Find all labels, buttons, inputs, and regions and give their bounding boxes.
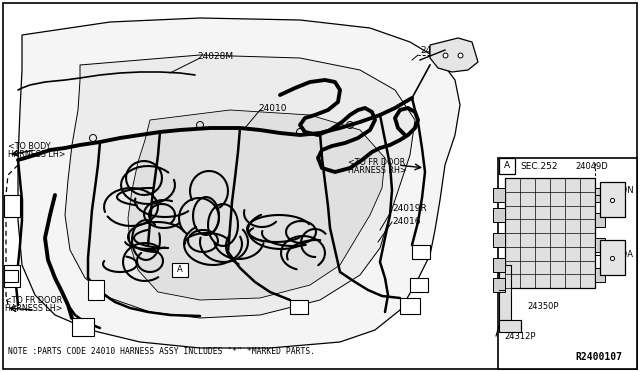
Polygon shape xyxy=(128,110,385,300)
Text: 24010: 24010 xyxy=(258,104,287,113)
Bar xyxy=(4,270,18,282)
Text: <TO FR DOOR: <TO FR DOOR xyxy=(5,296,62,305)
Bar xyxy=(595,268,605,282)
Text: 24019R: 24019R xyxy=(392,204,427,213)
Bar xyxy=(600,182,625,217)
Bar xyxy=(499,265,511,320)
Text: <TO BODY: <TO BODY xyxy=(8,142,51,151)
Bar xyxy=(493,188,505,202)
Bar xyxy=(493,278,505,292)
Bar xyxy=(4,265,20,287)
Text: 24049A: 24049A xyxy=(601,250,633,259)
Text: <TO FR DOOR: <TO FR DOOR xyxy=(348,158,405,167)
Bar xyxy=(595,188,605,202)
Text: 25419N: 25419N xyxy=(601,186,634,195)
Text: SEC.252: SEC.252 xyxy=(520,162,557,171)
Text: 24350P: 24350P xyxy=(527,302,559,311)
Bar xyxy=(505,178,595,288)
Bar xyxy=(72,318,94,336)
Bar xyxy=(412,245,430,259)
Text: NOTE :PARTS CODE 24010 HARNESS ASSY INCLUDES "*" *MARKED PARTS.: NOTE :PARTS CODE 24010 HARNESS ASSY INCL… xyxy=(8,347,315,356)
Polygon shape xyxy=(18,18,460,348)
Bar xyxy=(499,158,515,174)
Bar xyxy=(595,213,605,227)
Bar xyxy=(4,195,20,217)
Bar xyxy=(290,300,308,314)
Text: HARNESS RH>: HARNESS RH> xyxy=(348,166,406,175)
Text: 24028M: 24028M xyxy=(197,52,233,61)
Text: HARNESS LH>: HARNESS LH> xyxy=(5,304,63,313)
Polygon shape xyxy=(430,38,478,72)
Bar xyxy=(88,280,104,300)
Bar xyxy=(493,258,505,272)
Text: 24049D: 24049D xyxy=(575,162,608,171)
Bar xyxy=(172,263,188,277)
Text: A: A xyxy=(504,161,510,170)
Polygon shape xyxy=(65,55,415,318)
Bar xyxy=(498,158,637,369)
Text: HARNESS LH>: HARNESS LH> xyxy=(8,150,65,159)
Bar xyxy=(410,278,428,292)
Text: A: A xyxy=(177,266,183,275)
Bar xyxy=(600,240,625,275)
Text: 24312P: 24312P xyxy=(504,332,536,341)
Bar xyxy=(499,320,521,332)
Bar xyxy=(493,233,505,247)
Text: 24099H: 24099H xyxy=(420,46,455,55)
Bar xyxy=(595,238,605,252)
Text: R2400107: R2400107 xyxy=(575,352,622,362)
Text: 24016: 24016 xyxy=(392,217,420,226)
Bar xyxy=(400,298,420,314)
Bar xyxy=(493,208,505,222)
